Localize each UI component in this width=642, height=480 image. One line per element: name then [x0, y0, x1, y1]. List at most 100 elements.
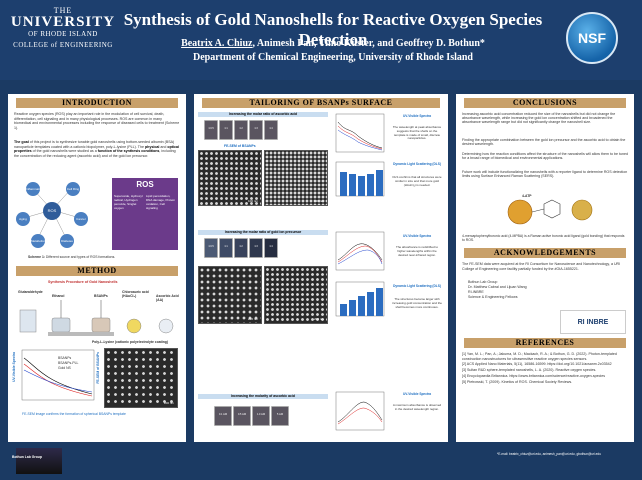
method-fesem-image: 200 nm	[104, 348, 178, 408]
uv-chart-2	[335, 231, 385, 271]
vial: 1:0.5	[204, 238, 218, 258]
ros-box: ROS Superoxide, Hydroxyl radical, Hydrog…	[112, 178, 178, 250]
scheme-caption-text: Different source and types of ROS format…	[44, 255, 116, 259]
vial-row-1: 1:0.5 1:1 1:2 1:3 1:4	[204, 120, 278, 140]
intro-heading: INTRODUCTION	[16, 98, 178, 108]
ack-item-0: Bothun Lab Group	[468, 280, 498, 284]
conclusion-item-2: Determining how the reaction conditions …	[462, 152, 628, 160]
vial-row-2: 1:0.5 1:1 1:2 1:3 1:4	[204, 238, 278, 258]
method-heading: METHOD	[16, 266, 178, 276]
vial: 0.1 mM	[214, 406, 232, 426]
legend-0: BSANPs	[58, 356, 72, 360]
fesem-image-4: 200 nm	[264, 266, 328, 324]
contact-email: *E-mail: beatrix_chiuz@uri.edu, animesh_…	[497, 452, 601, 456]
scheme-node-1: Cell Ring	[66, 182, 80, 196]
ros-col-1: Superoxide, Hydroxyl radical, Hydrogen p…	[114, 194, 143, 210]
ros-title: ROS	[136, 180, 154, 189]
nsf-logo: NSF	[566, 12, 618, 64]
chloro-label: Chloroauric acid (HAuCl₄)	[122, 290, 149, 298]
method-scale: 200 nm	[163, 401, 174, 405]
first-author: Beatrix A. Chiuz	[181, 38, 253, 49]
vial: 1.0 mM	[252, 406, 270, 426]
vial: 1:4	[264, 120, 278, 140]
conclusion-item-0: Increasing ascorbic acid concentration r…	[462, 112, 616, 124]
ros-col-2: Lipid peroxidation, DNA damage, Protein …	[146, 194, 176, 210]
ros-scheme: Inflammation Cell Ring Aging Cancer Meta…	[14, 174, 180, 254]
scale-3: 200 nm	[247, 317, 258, 321]
other-authors: , Animesh Pan, Timo Küster, and Geoffrey…	[252, 38, 485, 49]
logo-ri: OF RHODE ISLAND	[28, 30, 98, 38]
vial: 1:1	[219, 120, 233, 140]
dls-text-2: The structures became larger with increa…	[392, 297, 442, 309]
dls-chart-1	[335, 161, 385, 197]
middle-column: TAILORING OF BSANPs SURFACE Increasing t…	[194, 94, 448, 442]
uv-text-3: A maximum absorbance is observed in the …	[392, 403, 442, 411]
scale-4: 200 nm	[313, 317, 324, 321]
vial: 1:2	[234, 120, 248, 140]
uv-chart-3	[335, 391, 385, 431]
scheme-caption: Scheme 1: Different source and types of …	[28, 255, 178, 259]
vial: 1:0.5	[204, 120, 218, 140]
scheme-node-4: Metabolism	[31, 234, 46, 248]
authors: Beatrix A. Chiuz, Animesh Pan, Timo Küst…	[118, 38, 548, 49]
ack-heading: ACKNOWLEDGEMENTS	[464, 248, 626, 258]
bsanps-label: BSANPs	[94, 294, 108, 298]
vial: 5 mM	[271, 406, 289, 426]
band-3: Increasing the molarity of ascorbic acid	[198, 394, 328, 399]
tailoring-heading: TAILORING OF BSANPs SURFACE	[202, 98, 440, 108]
conclusion-item-1: Finding the appropriate combination betw…	[462, 138, 626, 146]
method-uv-chart	[21, 349, 95, 401]
footer-photo	[16, 448, 62, 474]
footer-text: Bothun Lab Group	[12, 455, 42, 459]
ligand-caption: 4-mercaptophenylboronic acid (4-MPBA) is…	[462, 234, 625, 242]
poster-body: INTRODUCTION Reactive oxygen species (RO…	[0, 80, 642, 480]
scheme-node-3: Cancer	[74, 212, 88, 226]
poster-header: THE UNIVERSITY OF RHODE ISLAND COLLEGE o…	[0, 0, 642, 80]
intro-p2-e: of the gold nanoshells were studied as a	[31, 149, 98, 154]
dls-chart-2	[335, 281, 385, 317]
scheme-caption-label: Scheme 1:	[28, 255, 45, 259]
vial-row-3: 0.1 mM 0.5 mM 1.0 mM 5 mM	[214, 406, 289, 426]
uv-title-3: UV-Visible Spectra	[402, 392, 432, 396]
ref-item-4: [5] Pietrowski, T. (2009). Kinetics of R…	[462, 380, 573, 384]
ack-text: The FE-SEM data were acquired at the RI …	[462, 262, 621, 271]
scheme-center-node: ROS	[43, 202, 61, 220]
uri-logo: THE UNIVERSITY OF RHODE ISLAND COLLEGE o…	[8, 6, 118, 76]
goal-label: The goal	[14, 140, 29, 144]
logo-college: COLLEGE of ENGINEERING	[13, 41, 113, 49]
legend-2: Gold NS	[58, 366, 71, 370]
conclusion-item-3: Future work will include functionalizing…	[462, 170, 628, 178]
vial: 1:2	[234, 238, 248, 258]
band-2: Increasing the molar ratio of gold ion p…	[198, 230, 328, 235]
fesem-image-2: 100 nm	[264, 150, 328, 206]
intro-p2-f: function of the synthesis conditions	[97, 149, 160, 154]
logo-the: THE	[53, 6, 73, 15]
dls-text-1: DLS confirms that all structures were si…	[392, 175, 442, 187]
vial: 0.5 mM	[233, 406, 251, 426]
fesem-image-1: 100 nm	[198, 150, 262, 206]
scale-1: 100 nm	[247, 199, 258, 203]
right-column: CONCLUSIONS Increasing ascorbic acid con…	[456, 94, 634, 442]
ref-item-3: [4] Encyclopaedia Britannica. https://ww…	[462, 374, 606, 378]
ref-item-2: [3] Sultan R&D sphere-templated nanoshel…	[462, 368, 597, 372]
legend-1: BSANPs-PLL	[58, 361, 79, 365]
method-fesem-label: FE-SEM of BSANPs	[96, 352, 100, 384]
ascorbic-label: Ascorbic Acid (AA)	[156, 294, 179, 302]
vial: 1:3	[249, 238, 263, 258]
ack-item-1: Dr. Matthew Cabral and Lijuan Wang	[468, 285, 527, 289]
logo-university: UNIVERSITY	[10, 14, 116, 30]
uv-title-1: UV-Visible Spectra	[402, 114, 432, 118]
department: Department of Chemical Engineering, Univ…	[193, 52, 473, 63]
scheme-node-5: Diabetes	[60, 234, 74, 248]
dls-title-1: Dynamic Light Scattering (DLS)	[393, 162, 441, 166]
ligand-diagram	[507, 199, 593, 225]
method-caption: FE-SEM image confirms the formation of s…	[22, 412, 126, 416]
intro-p2-c: and	[159, 144, 168, 149]
method-uv-label: UV-Visible Spectra	[12, 352, 16, 382]
method-subtitle: Synthesis Procedure of Gold Nanoshells	[48, 280, 118, 284]
scheme-node-2: Aging	[16, 212, 30, 226]
dls-title-2: Dynamic Light Scattering (DLS)	[393, 284, 441, 288]
scale-2: 100 nm	[313, 199, 324, 203]
ethanol-label: Ethanol	[52, 294, 65, 298]
fesem-image-3: 200 nm	[198, 266, 262, 324]
